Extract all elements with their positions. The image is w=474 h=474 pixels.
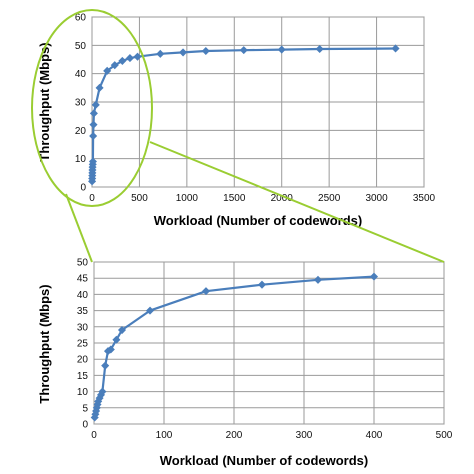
y-axis-title: Throughput (Mbps): [37, 42, 52, 161]
data-point: [369, 272, 379, 281]
data-point: [106, 345, 115, 354]
data-point: [117, 326, 127, 335]
data-point: [391, 44, 400, 53]
data-point: [112, 335, 121, 344]
data-point: [257, 280, 267, 289]
x-tick-label: 500: [436, 430, 453, 441]
x-tick-label: 400: [366, 430, 383, 441]
data-point: [179, 48, 188, 57]
data-point: [89, 109, 98, 118]
x-tick-label: 2500: [318, 193, 341, 204]
y-tick-label: 25: [77, 339, 89, 350]
y-tick-label: 40: [75, 69, 87, 80]
data-point: [101, 361, 110, 370]
x-tick-label: 500: [131, 193, 148, 204]
y-tick-label: 60: [75, 13, 87, 24]
x-tick-label: 200: [226, 430, 243, 441]
y-tick-label: 30: [77, 322, 89, 333]
data-point: [239, 46, 248, 55]
data-point: [201, 46, 210, 56]
x-tick-label: 3000: [365, 193, 388, 204]
data-point: [89, 131, 98, 141]
y-tick-label: 0: [80, 183, 86, 194]
y-tick-label: 0: [82, 420, 88, 431]
data-point: [133, 52, 142, 61]
full-range-chart: 0 500 1000 1500 2000 2500 3000 3500 0 10 20 30 40 50…: [37, 13, 436, 229]
x-tick-label: 1500: [223, 193, 246, 204]
x-tick-label: 0: [91, 430, 97, 441]
y-tick-label: 40: [77, 290, 89, 301]
data-point: [125, 54, 134, 63]
data-point: [103, 66, 112, 75]
x-tick-labels: 0 500 1000 1500 2000 2500 3000 3500: [89, 193, 435, 204]
x-tick-label: 300: [296, 430, 313, 441]
y-tick-labels: 0 5 10 15 20 25 30 35 40 45 50: [77, 258, 89, 431]
y-tick-label: 10: [77, 387, 89, 398]
x-tick-labels: 0 100 200 300 400 500: [91, 430, 453, 441]
data-point: [98, 387, 107, 396]
y-tick-label: 30: [75, 98, 87, 109]
data-point: [118, 56, 127, 65]
data-point: [156, 49, 165, 58]
data-point: [277, 45, 286, 54]
y-tick-label: 20: [77, 355, 89, 366]
y-tick-label: 45: [77, 274, 89, 285]
y-tick-label: 50: [77, 258, 89, 269]
data-point: [201, 287, 211, 296]
gridlines: [93, 261, 445, 425]
x-axis-title: Workload (Number of codewords): [160, 453, 369, 468]
y-tick-label: 50: [75, 41, 87, 52]
data-point: [91, 100, 100, 109]
highlight-ellipse: [31, 9, 153, 207]
y-axis-title: Throughput (Mbps): [37, 284, 52, 403]
x-tick-label: 1000: [176, 193, 199, 204]
x-tick-label: 2000: [271, 193, 294, 204]
series-layer: [88, 44, 400, 186]
data-point: [95, 83, 104, 92]
series-layer: [90, 272, 379, 422]
zoom-line-right: [149, 141, 445, 263]
y-tick-label: 10: [75, 154, 87, 165]
data-point: [145, 306, 155, 315]
zoomed-range-chart: 0 100 200 300 400 500 0 5 10 15 20 25 30 35 40 45 50 Wo…: [37, 258, 453, 469]
zoom-callout: [31, 9, 445, 263]
y-tick-label: 20: [75, 126, 87, 137]
y-tick-labels: 0 10 20 30 40 50 60: [75, 13, 87, 194]
y-tick-label: 5: [82, 403, 88, 414]
data-point: [110, 61, 119, 70]
x-tick-label: 100: [156, 430, 173, 441]
x-axis-title: Workload (Number of codewords): [154, 213, 363, 228]
zoom-line-left: [65, 193, 93, 263]
y-tick-label: 15: [77, 371, 89, 382]
data-point: [88, 157, 97, 166]
data-point: [313, 275, 323, 284]
data-point: [89, 120, 98, 129]
data-point: [315, 44, 324, 54]
x-tick-label: 3500: [413, 193, 436, 204]
x-tick-label: 0: [89, 193, 95, 204]
y-tick-label: 35: [77, 306, 89, 317]
